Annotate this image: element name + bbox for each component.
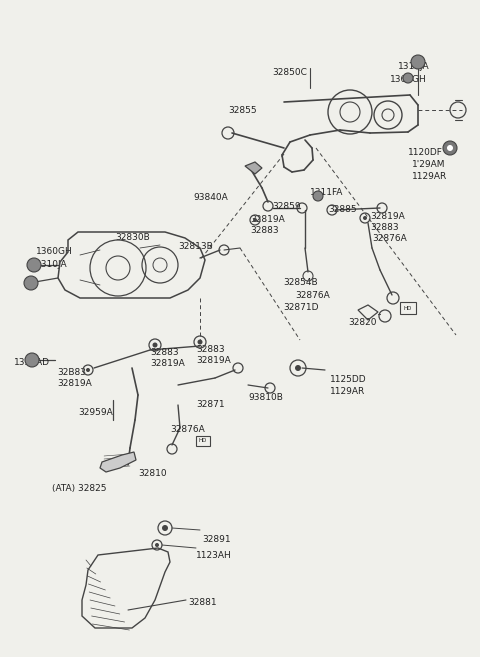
Text: 32881: 32881	[188, 598, 216, 607]
Circle shape	[447, 145, 453, 151]
Text: 32883: 32883	[370, 223, 398, 232]
Text: 32830B: 32830B	[115, 233, 150, 242]
Text: 32883: 32883	[196, 345, 225, 354]
Text: 32850C: 32850C	[272, 68, 307, 77]
Circle shape	[411, 55, 425, 69]
Text: 32885: 32885	[328, 205, 357, 214]
Circle shape	[24, 276, 38, 290]
Bar	[400, 302, 416, 314]
Circle shape	[403, 73, 413, 83]
Circle shape	[86, 368, 90, 372]
Text: 32854B: 32854B	[283, 278, 318, 287]
Circle shape	[197, 340, 203, 344]
Text: 32859: 32859	[272, 202, 300, 211]
Text: 32820: 32820	[348, 318, 376, 327]
Text: 32810: 32810	[138, 469, 167, 478]
Text: 32876A: 32876A	[295, 291, 330, 300]
Text: 1310JA: 1310JA	[36, 260, 68, 269]
Text: 1'29AM: 1'29AM	[412, 160, 445, 169]
Circle shape	[313, 191, 323, 201]
Text: 93810B: 93810B	[248, 393, 283, 402]
Text: 32819A: 32819A	[250, 215, 285, 224]
Circle shape	[25, 353, 39, 367]
Polygon shape	[245, 162, 262, 174]
Circle shape	[363, 216, 367, 220]
Text: HD: HD	[199, 438, 207, 443]
Circle shape	[153, 342, 157, 348]
Polygon shape	[100, 452, 136, 472]
Circle shape	[155, 543, 159, 547]
Text: 32883: 32883	[250, 226, 278, 235]
Text: 32959A: 32959A	[78, 408, 113, 417]
Text: 32871D: 32871D	[283, 303, 319, 312]
Text: 32819A: 32819A	[57, 379, 92, 388]
Bar	[196, 436, 210, 446]
Text: 1360GH: 1360GH	[36, 247, 73, 256]
Text: (ATA) 32825: (ATA) 32825	[52, 484, 107, 493]
Text: 32876A: 32876A	[372, 234, 407, 243]
Circle shape	[27, 258, 41, 272]
Text: 32819A: 32819A	[150, 359, 185, 368]
Text: 1120DF: 1120DF	[408, 148, 443, 157]
Text: 1129AR: 1129AR	[412, 172, 447, 181]
Text: 1311FA: 1311FA	[310, 188, 343, 197]
Text: 1125DD: 1125DD	[330, 375, 367, 384]
Text: 32813B: 32813B	[178, 242, 213, 251]
Circle shape	[253, 218, 257, 222]
Text: 32871: 32871	[196, 400, 225, 409]
Text: 1123AH: 1123AH	[196, 551, 232, 560]
Text: 32876A: 32876A	[170, 425, 205, 434]
Text: 32855: 32855	[228, 106, 257, 115]
Text: 32891: 32891	[202, 535, 230, 544]
Text: 1310JA: 1310JA	[398, 62, 430, 71]
Text: 32819A: 32819A	[370, 212, 405, 221]
Text: 1360GH: 1360GH	[390, 75, 427, 84]
Text: 32819A: 32819A	[196, 356, 231, 365]
Text: HD: HD	[404, 306, 412, 311]
Circle shape	[162, 525, 168, 531]
Circle shape	[443, 141, 457, 155]
Text: 32B83: 32B83	[57, 368, 86, 377]
Text: 1338AD: 1338AD	[14, 358, 50, 367]
Text: 93840A: 93840A	[193, 193, 228, 202]
Circle shape	[295, 365, 301, 371]
Text: 1129AR: 1129AR	[330, 387, 365, 396]
Text: 32883: 32883	[150, 348, 179, 357]
